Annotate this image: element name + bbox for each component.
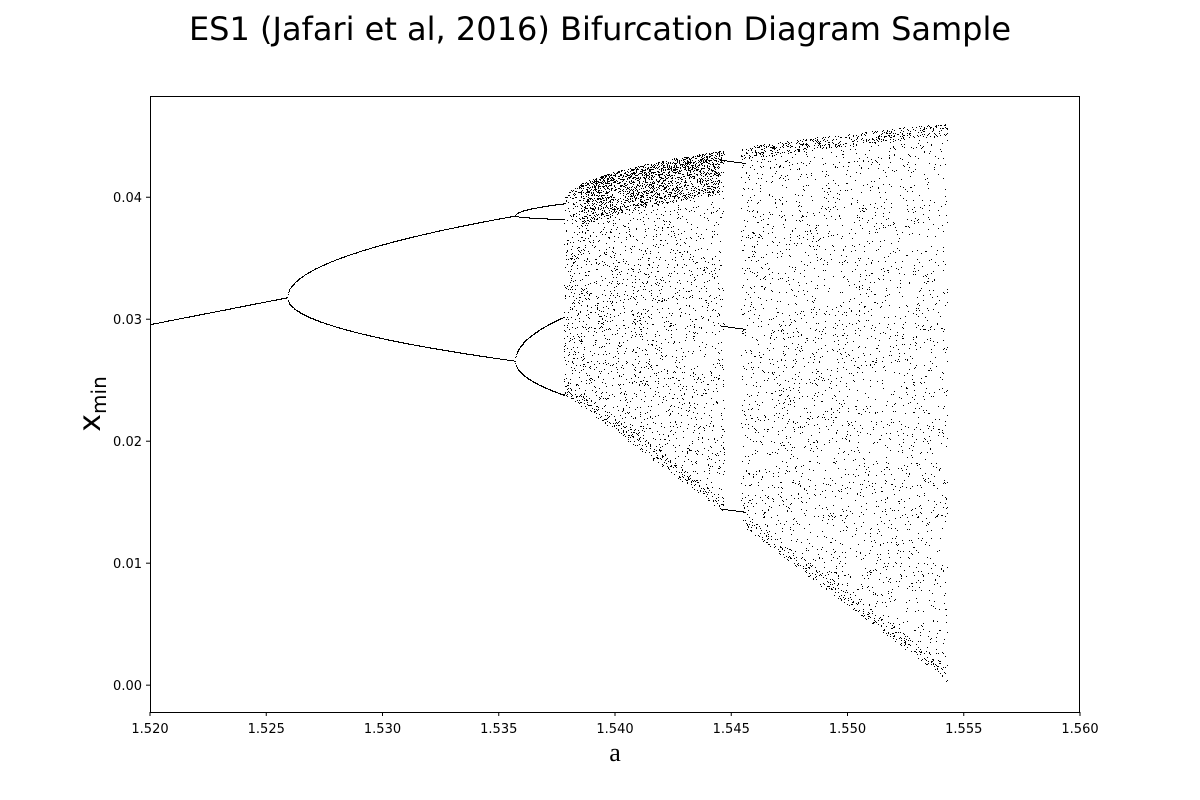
x-tick-label: 1.520 (131, 722, 168, 737)
y-tick-label: 0.02 (113, 435, 142, 450)
y-axis-label-sub: min (87, 376, 111, 414)
x-tick-label: 1.540 (596, 722, 633, 737)
x-tick-label: 1.550 (829, 722, 866, 737)
x-axis-ticks: 1.520 1.525 1.530 1.535 1.540 1.545 1.550 1.555… (131, 712, 1099, 737)
y-axis-label-main: x (73, 414, 108, 432)
x-tick-label: 1.555 (945, 722, 982, 737)
bifurcation-points (150, 124, 948, 682)
x-tick-label: 1.560 (1061, 722, 1098, 737)
x-axis-label: a (609, 738, 621, 767)
scatter-points (150, 124, 948, 682)
svg-text:xmin: xmin (73, 376, 111, 431)
y-tick-label: 0.01 (113, 557, 142, 572)
axes-frame (150, 96, 1080, 713)
x-tick-label: 1.545 (713, 722, 750, 737)
chart-title: ES1 (Jafari et al, 2016) Bifurcation Dia… (188, 10, 1012, 48)
x-tick-label: 1.525 (248, 722, 285, 737)
x-tick-label: 1.535 (480, 722, 517, 737)
y-axis-label: xmin (73, 376, 111, 431)
y-tick-label: 0.04 (113, 191, 142, 206)
y-axis-ticks: 0.00 0.01 0.02 0.03 0.04 (113, 191, 150, 694)
x-tick-label: 1.530 (364, 722, 401, 737)
y-tick-label: 0.00 (113, 679, 142, 694)
y-tick-label: 0.03 (113, 313, 142, 328)
